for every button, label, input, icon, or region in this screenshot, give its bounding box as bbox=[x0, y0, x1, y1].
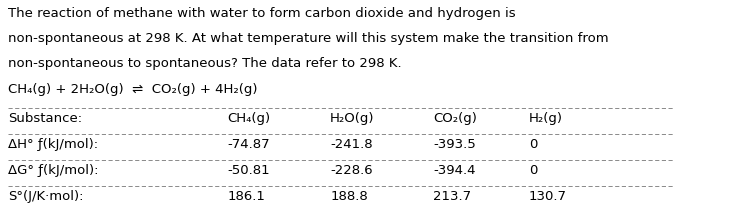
Text: -228.6: -228.6 bbox=[330, 164, 373, 177]
Text: 130.7: 130.7 bbox=[529, 190, 566, 203]
Text: ΔG° ƒ(kJ/mol):: ΔG° ƒ(kJ/mol): bbox=[8, 164, 98, 177]
Text: CH₄(g): CH₄(g) bbox=[227, 112, 270, 125]
Text: -394.4: -394.4 bbox=[433, 164, 475, 177]
Text: H₂(g): H₂(g) bbox=[529, 112, 563, 125]
Text: non-spontaneous at 298 K. At what temperature will this system make the transiti: non-spontaneous at 298 K. At what temper… bbox=[8, 32, 609, 45]
Text: H₂O(g): H₂O(g) bbox=[330, 112, 375, 125]
Text: 186.1: 186.1 bbox=[227, 190, 265, 203]
Text: non-spontaneous to spontaneous? The data refer to 298 K.: non-spontaneous to spontaneous? The data… bbox=[8, 57, 402, 70]
Text: The reaction of methane with water to form carbon dioxide and hydrogen is: The reaction of methane with water to fo… bbox=[8, 7, 516, 20]
Text: 0: 0 bbox=[529, 164, 537, 177]
Text: 213.7: 213.7 bbox=[433, 190, 471, 203]
Text: ΔH° ƒ(kJ/mol):: ΔH° ƒ(kJ/mol): bbox=[8, 138, 98, 151]
Text: -50.81: -50.81 bbox=[227, 164, 270, 177]
Text: Substance:: Substance: bbox=[8, 112, 82, 125]
Text: CH₄(g) + 2H₂O(g)  ⇌  CO₂(g) + 4H₂(g): CH₄(g) + 2H₂O(g) ⇌ CO₂(g) + 4H₂(g) bbox=[8, 83, 258, 96]
Text: 188.8: 188.8 bbox=[330, 190, 368, 203]
Text: -393.5: -393.5 bbox=[433, 138, 475, 151]
Text: -74.87: -74.87 bbox=[227, 138, 270, 151]
Text: -241.8: -241.8 bbox=[330, 138, 373, 151]
Text: 0: 0 bbox=[529, 138, 537, 151]
Text: S°(J/K·mol):: S°(J/K·mol): bbox=[8, 190, 84, 203]
Text: CO₂(g): CO₂(g) bbox=[433, 112, 477, 125]
